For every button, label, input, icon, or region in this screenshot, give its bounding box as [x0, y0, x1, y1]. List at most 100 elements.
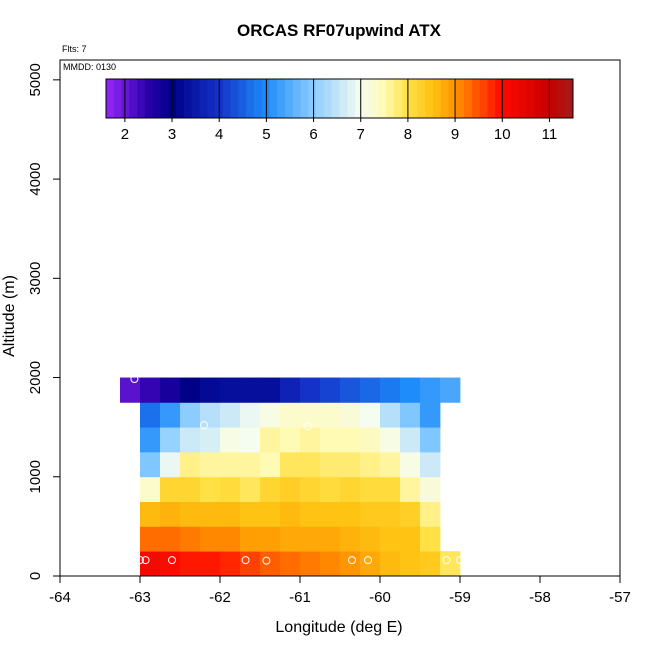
flight-points: [130, 375, 487, 565]
colorbar-segment: [355, 79, 364, 118]
heatmap-cell: [180, 377, 201, 403]
colorbar-segment: [557, 79, 566, 118]
heatmap-cell: [400, 427, 421, 453]
colorbar-segment: [448, 79, 457, 118]
y-tick-label: 2000: [27, 361, 44, 394]
heatmap-cell: [400, 377, 421, 403]
heatmap-cell: [200, 551, 221, 577]
colorbar-segment: [339, 79, 348, 118]
colorbar-segment: [393, 79, 403, 118]
heatmap-cell: [420, 526, 441, 552]
colorbar-segment: [464, 79, 473, 118]
heatmap-cell: [140, 551, 161, 577]
heatmap-cell: [380, 526, 401, 552]
heatmap-cell: [160, 427, 181, 453]
colorbar-segment: [207, 79, 216, 118]
colorbar-segment: [230, 79, 239, 118]
heatmap-cell: [320, 427, 341, 453]
heatmap-cell: [220, 476, 241, 502]
heatmap-cell: [180, 476, 201, 502]
heatmap-cell: [300, 377, 321, 403]
heatmap-cell: [160, 402, 181, 428]
heatmap-cell: [400, 501, 421, 527]
flight-point: [241, 556, 250, 565]
x-tick-label: -61: [289, 589, 311, 606]
colorbar-frame: [105, 78, 574, 119]
y-axis: 0 1000 2000 3000 4000 5000: [27, 63, 60, 580]
heatmap-cell: [380, 501, 401, 527]
heatmap-cell: [220, 551, 241, 577]
heatmap-cell: [180, 402, 201, 428]
heatmap-cell: [360, 501, 381, 527]
flight-point: [442, 556, 451, 565]
colorbar-segment: [502, 79, 512, 118]
x-tick-label: -63: [129, 589, 151, 606]
heatmap-cell: [140, 427, 161, 453]
heatmap-cell: [240, 402, 261, 428]
heatmap-cell: [340, 451, 361, 478]
heatmap-cell: [160, 551, 181, 577]
heatmap-cell: [160, 377, 181, 403]
colorbar-tick-label: 2: [121, 126, 129, 143]
colorbar-segment: [261, 79, 270, 118]
plot-frame: [59, 59, 621, 577]
heatmap-cell: [260, 451, 281, 478]
heatmap-cell: [200, 377, 221, 403]
heatmap-cell: [320, 377, 341, 403]
heatmap-cell: [280, 501, 301, 527]
colorbar-segment: [331, 79, 340, 118]
colorbar-segment: [277, 79, 286, 118]
flight-point: [130, 375, 139, 384]
colorbar-segment: [183, 79, 193, 118]
x-tick-label: -60: [369, 589, 391, 606]
heatmap-cell: [260, 427, 281, 453]
heatmap-cell: [280, 451, 301, 478]
colorbar-segment: [137, 79, 146, 118]
colorbar-segment: [238, 79, 247, 118]
heatmap-cell: [240, 501, 261, 527]
colorbar-segment: [121, 79, 130, 118]
heatmap-cell: [140, 451, 161, 478]
heatmap-cell: [240, 427, 261, 453]
heatmap-cell: [380, 402, 401, 428]
heatmap-cell: [320, 526, 341, 552]
heatmap-cell: [400, 402, 421, 428]
heatmap-cell: [180, 427, 201, 453]
heatmap-cell: [420, 451, 441, 478]
heatmap-cell: [360, 377, 381, 403]
colorbar-segment: [510, 79, 520, 118]
heatmap-cell: [420, 402, 441, 428]
heatmap-cell: [320, 451, 341, 478]
heatmap-cell: [280, 427, 301, 453]
heatmap-cells: [120, 377, 461, 577]
heatmap-cell: [340, 377, 361, 403]
colorbar-segment: [386, 79, 395, 118]
heatmap-cell: [320, 551, 341, 577]
heatmap-cell: [440, 551, 461, 577]
heatmap-cell: [340, 526, 361, 552]
y-tick-label: 5000: [27, 63, 44, 96]
heatmap-cell: [260, 377, 281, 403]
x-tick-label: -57: [609, 589, 631, 606]
heatmap-cell: [360, 402, 381, 428]
heatmap-cell: [300, 427, 321, 453]
colorbar-segment: [292, 79, 302, 118]
heatmap-cell: [340, 402, 361, 428]
heatmap-cell: [380, 551, 401, 577]
colorbar-segment: [191, 79, 200, 118]
heatmap-cell: [180, 451, 201, 478]
heatmap-cell: [240, 476, 261, 502]
heatmap-cell: [400, 476, 421, 502]
heatmap-cell: [340, 427, 361, 453]
heatmap-cell: [280, 476, 301, 502]
flight-point: [478, 556, 487, 565]
y-tick-label: 0: [27, 572, 44, 580]
heatmap-cell: [420, 377, 441, 403]
heatmap-cell: [360, 427, 381, 453]
colorbar-tick-label: 5: [262, 126, 270, 143]
flight-point: [456, 556, 464, 565]
colorbar-segment: [526, 79, 535, 118]
x-tick-label: -59: [449, 589, 471, 606]
heatmap-cell: [400, 551, 421, 577]
heatmap-cell: [220, 526, 241, 552]
